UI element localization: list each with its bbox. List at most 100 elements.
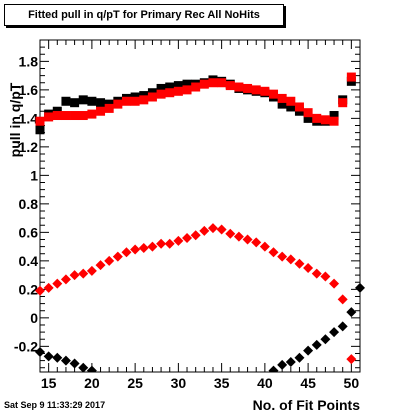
x-tick-label: 50	[344, 375, 360, 391]
data-point-square	[61, 96, 71, 106]
data-point-diamond	[104, 255, 115, 266]
data-point-square	[286, 102, 296, 112]
data-point-square	[52, 111, 62, 121]
y-tick-label: 1.6	[19, 82, 39, 98]
data-points	[35, 72, 365, 372]
data-point-square	[312, 113, 322, 123]
y-tick-label: 0.4	[19, 253, 39, 269]
data-point-diamond	[311, 339, 322, 350]
data-point-diamond	[329, 327, 340, 338]
chart-title-box: Fitted pull in q/pT for Primary Rec All …	[4, 4, 284, 26]
data-point-diamond	[216, 224, 227, 235]
data-point-square	[303, 108, 313, 118]
timestamp: Sat Sep 9 11:33:29 2017	[4, 400, 106, 410]
data-point-diamond	[60, 355, 71, 366]
data-point-square	[173, 81, 183, 91]
data-point-diamond	[69, 358, 80, 369]
data-point-square	[35, 125, 45, 135]
data-point-square	[199, 79, 209, 89]
data-point-square	[329, 116, 339, 126]
x-tick-label: 30	[171, 375, 187, 391]
x-tick-label: 20	[84, 375, 100, 391]
data-point-diamond	[86, 365, 97, 372]
y-axis-title: pull in q/pT	[7, 82, 23, 157]
x-axis-title: No. of Fit Points	[253, 397, 361, 413]
data-point-square	[78, 111, 88, 121]
data-point-diamond	[121, 247, 132, 258]
x-tick-label: 35	[214, 375, 230, 391]
data-point-diamond	[190, 230, 201, 241]
x-tick-label: 25	[127, 375, 143, 391]
x-tick-label: 45	[300, 375, 316, 391]
data-point-square	[78, 95, 88, 105]
data-point-diamond	[112, 251, 123, 262]
data-point-diamond	[147, 241, 158, 252]
data-point-diamond	[294, 258, 305, 269]
data-point-diamond	[78, 268, 89, 279]
data-point-square	[61, 111, 71, 121]
data-point-diamond	[78, 362, 89, 372]
data-point-square	[87, 96, 97, 106]
data-point-diamond	[35, 285, 45, 296]
data-point-square	[182, 79, 192, 89]
data-point-diamond	[35, 347, 45, 358]
data-point-diamond	[346, 354, 357, 365]
data-point-diamond	[320, 334, 331, 345]
y-tick-label: 0	[30, 310, 38, 326]
data-point-square	[156, 83, 166, 93]
data-point-diamond	[43, 351, 54, 362]
data-point-square	[243, 83, 253, 93]
data-point-diamond	[69, 270, 80, 281]
data-point-diamond	[337, 294, 348, 305]
data-point-diamond	[294, 352, 305, 363]
data-point-diamond	[138, 243, 149, 254]
data-point-square	[277, 99, 287, 109]
data-point-diamond	[233, 231, 244, 242]
data-point-square	[346, 72, 356, 82]
data-point-diamond	[285, 357, 296, 368]
data-point-square	[165, 88, 175, 98]
x-tick-label: 15	[41, 375, 57, 391]
data-point-diamond	[130, 244, 141, 255]
data-point-square	[225, 81, 235, 91]
data-point-square	[147, 92, 157, 102]
y-tick-label: 0.2	[19, 281, 39, 297]
y-tick-label: 0.6	[19, 224, 39, 240]
data-point-diamond	[268, 365, 279, 372]
y-tick-label: -0.2	[14, 338, 38, 354]
x-tick-label: 40	[257, 375, 273, 391]
data-point-square	[251, 85, 261, 95]
data-point-diamond	[337, 321, 348, 332]
data-point-square	[182, 85, 192, 95]
data-point-square	[35, 116, 45, 126]
data-point-square	[208, 78, 218, 88]
plot-border	[39, 39, 361, 373]
data-point-square	[260, 86, 270, 96]
data-point-square	[104, 103, 114, 113]
data-point-square	[139, 95, 149, 105]
data-point-diamond	[251, 237, 262, 248]
data-point-diamond	[60, 274, 71, 285]
data-point-square	[338, 98, 348, 108]
data-point-diamond	[164, 238, 175, 249]
data-point-diamond	[311, 268, 322, 279]
y-tick-label: 1.2	[19, 139, 39, 155]
data-point-square	[269, 89, 279, 99]
data-point-square	[286, 96, 296, 106]
y-tick-label: 0.8	[19, 196, 39, 212]
data-point-diamond	[52, 278, 63, 289]
data-point-square	[44, 112, 54, 122]
data-point-diamond	[207, 223, 218, 234]
data-point-square	[96, 106, 106, 116]
data-point-square	[156, 89, 166, 99]
data-point-diamond	[86, 265, 97, 276]
data-point-diamond	[303, 262, 314, 273]
data-point-diamond	[320, 271, 331, 282]
data-point-square	[294, 102, 304, 112]
data-point-square	[165, 82, 175, 92]
data-point-square	[87, 109, 97, 119]
y-tick-label: 1.8	[19, 53, 39, 69]
data-point-square	[234, 82, 244, 92]
data-point-diamond	[285, 254, 296, 265]
